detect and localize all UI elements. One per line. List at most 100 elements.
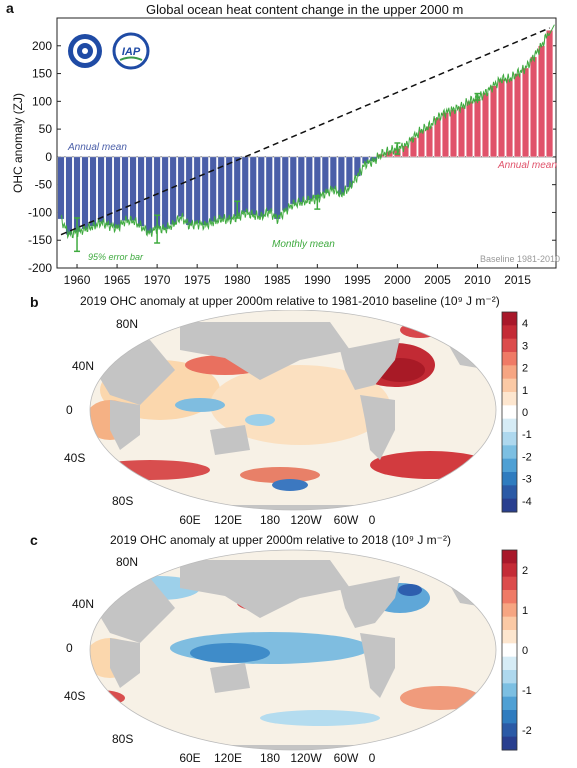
map-c-cbar-tick-0: 0 xyxy=(522,645,528,657)
map-b-cbar-tick-1: 1 xyxy=(522,385,528,397)
y-tick-label: -50 xyxy=(35,178,53,192)
y-tick-label: -100 xyxy=(28,205,52,219)
map-c-cbar-seg xyxy=(502,603,517,618)
map-b-lon-60W: 60W xyxy=(334,513,359,527)
bar-2007 xyxy=(449,109,457,158)
panel-c-title: 2019 OHC anomaly at upper 2000m relative… xyxy=(110,533,451,547)
bar-1958 xyxy=(57,156,65,220)
x-tick-label: 2010 xyxy=(464,273,491,287)
map-c-cbar-seg xyxy=(502,736,517,751)
bar-1995 xyxy=(353,156,361,177)
bar-1968 xyxy=(137,156,145,227)
map-b-cbar-tick--4: -4 xyxy=(522,496,532,508)
trend-line xyxy=(60,27,550,236)
map-b-lat-80S: 80S xyxy=(112,494,133,508)
bar-1983 xyxy=(257,156,265,218)
bar-1987 xyxy=(289,156,297,205)
svg-text:IAP: IAP xyxy=(122,46,141,58)
bar-2011 xyxy=(482,92,489,158)
map-c-lon-120W: 120W xyxy=(290,751,322,765)
plot-frame xyxy=(56,17,557,269)
bar-1963 xyxy=(97,156,105,223)
map-c-cbar-seg xyxy=(502,670,517,684)
bar-1992 xyxy=(329,156,337,190)
map-b-cbar-seg xyxy=(502,365,517,380)
cas-logo xyxy=(68,34,102,68)
bar-2017 xyxy=(530,56,538,158)
map-c-cbar-seg xyxy=(502,590,517,604)
map-c-lon-0: 0 xyxy=(369,751,376,765)
error-bar-label: 95% error bar xyxy=(88,252,144,262)
monthly-mean-line xyxy=(60,24,555,240)
bar-1962 xyxy=(89,156,97,227)
x-tick-label: 2005 xyxy=(424,273,451,287)
y-tick-label: 200 xyxy=(32,39,52,53)
bar-1961 xyxy=(81,156,89,230)
bar-2008 xyxy=(458,106,465,158)
bar-1981 xyxy=(241,156,249,213)
x-tick-label: 1990 xyxy=(304,273,331,287)
bar-1972 xyxy=(169,156,177,225)
y-tick-label: 100 xyxy=(32,94,52,108)
bar-2015 xyxy=(514,73,522,158)
bar-1965 xyxy=(113,156,121,229)
y-tick-label: -150 xyxy=(28,233,52,247)
map-c-cbar-tick-2: 2 xyxy=(522,565,528,577)
bar-1969 xyxy=(145,156,153,234)
bar-1991 xyxy=(321,156,329,194)
bar-2016 xyxy=(522,67,530,158)
ohc-time-series-chart: -200 -150 -100 -50 0 50 100 150 200 1960 1965 1970 1… xyxy=(11,17,560,287)
map-b-cbar-seg xyxy=(502,498,517,513)
bar-1975 xyxy=(193,156,201,224)
map-c-lat-80N: 80N xyxy=(116,555,138,569)
x-tick-label: 1975 xyxy=(184,273,211,287)
x-tick-label: 1980 xyxy=(224,273,251,287)
map-b-lat-80N: 80N xyxy=(116,317,138,331)
map-b-cbar-seg xyxy=(502,392,517,406)
map-c-cbar-seg xyxy=(502,656,517,671)
bar-1985 xyxy=(273,156,281,220)
x-tick-label: 1970 xyxy=(144,273,171,287)
bar-2012 xyxy=(490,85,498,158)
map-c-cbar-seg xyxy=(502,630,517,644)
bar-1971 xyxy=(161,156,169,230)
map-c-cbar-tick-1: 1 xyxy=(522,605,528,617)
iap-logo: IAP xyxy=(112,32,150,70)
map-b-cbar-tick-3: 3 xyxy=(522,340,528,352)
map-b-lon-0: 0 xyxy=(369,513,376,527)
map-b-lon-60E: 60E xyxy=(179,513,200,527)
map-b-cbar-tick--1: -1 xyxy=(522,429,532,441)
panel-c-letter: c xyxy=(30,532,38,548)
x-tick-label: 2000 xyxy=(384,273,411,287)
map-b-lon-180: 180 xyxy=(260,513,280,527)
map-c-lon-60E: 60E xyxy=(179,751,200,765)
map-c-lat-0: 0 xyxy=(66,641,73,655)
map-b-cbar-seg xyxy=(502,445,517,460)
x-tick-label: 1995 xyxy=(344,273,371,287)
map-c-cbar-seg xyxy=(502,576,517,591)
map-c-cbar-seg xyxy=(502,696,517,711)
monthly-mean-label: Monthly mean xyxy=(272,239,335,250)
x-tick-label: 1965 xyxy=(104,273,131,287)
y-tick-label: 50 xyxy=(39,122,53,136)
map-c-lat-40S: 40S xyxy=(64,689,85,703)
map-c-anomaly-field xyxy=(90,560,490,750)
map-b-cbar-seg xyxy=(502,418,517,433)
map-b-lon-120E: 120E xyxy=(214,513,242,527)
map-c-cbar-seg xyxy=(502,550,517,564)
bar-1966 xyxy=(121,156,129,221)
bar-1993 xyxy=(337,156,345,195)
chart-a-plot: -200 -150 -100 -50 0 50 100 150 200 1960 1965 1970 1… xyxy=(11,17,560,287)
x-tick-label: 1985 xyxy=(264,273,291,287)
panel-b-letter: b xyxy=(30,294,39,310)
map-c-cbar-seg xyxy=(502,563,517,578)
x-tick-label: 2015 xyxy=(504,273,531,287)
y-axis-label: OHC anomaly (ZJ) xyxy=(11,93,25,193)
map-b-cbar-seg xyxy=(502,325,517,340)
map-b-baseline: 80N 40N 0 40S 80S 60E 120E 180 120W 60W 0 4 3 2 1 0 -1 -… xyxy=(64,310,532,527)
map-c-cbar-seg xyxy=(502,643,517,658)
map-b-cbar-tick--3: -3 xyxy=(522,474,532,486)
bar-2018 xyxy=(538,45,546,158)
map-c-cbar-tick--2: -2 xyxy=(522,725,532,737)
bar-1967 xyxy=(129,156,137,221)
